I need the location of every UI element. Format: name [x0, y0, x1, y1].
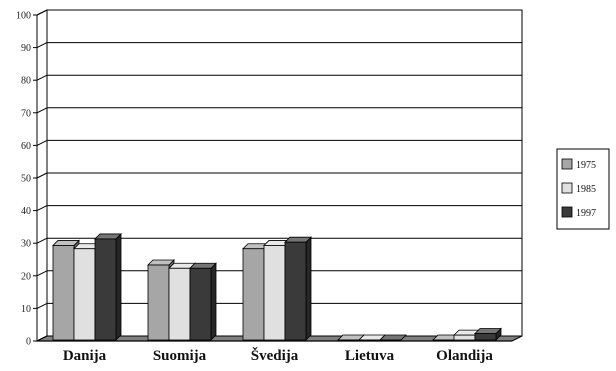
- y-tick-label: 60: [21, 141, 31, 152]
- bar-front: [94, 238, 117, 341]
- bar: [189, 262, 217, 341]
- bar: [94, 232, 122, 341]
- bar-front: [453, 334, 476, 341]
- y-tick-label: 80: [21, 76, 31, 87]
- bar-top: [284, 236, 312, 243]
- legend-item: 1997: [561, 206, 596, 219]
- legend-item: 1985: [561, 182, 596, 195]
- bar-top: [52, 240, 80, 246]
- y-tick-label: 70: [21, 108, 31, 119]
- gridline-side: [36, 172, 48, 179]
- bar-front: [73, 248, 96, 341]
- bar-top: [474, 328, 502, 334]
- bar-front: [432, 339, 455, 341]
- bar-front: [189, 267, 212, 341]
- bar-side: [210, 262, 217, 341]
- legend-swatch: [561, 182, 573, 194]
- legend: 1975 1985 1997: [556, 148, 610, 230]
- gridlines: [36, 9, 522, 342]
- legend-swatch: [561, 158, 573, 170]
- bar-top: [94, 233, 122, 240]
- y-tick-label: 10: [21, 304, 31, 315]
- category-label: Olandija: [436, 348, 493, 364]
- bar-front: [358, 339, 381, 341]
- legend-label: 1997: [576, 208, 596, 219]
- category-label: Danija: [63, 348, 107, 364]
- gridline-side: [36, 9, 48, 16]
- category-label: Lietuva: [345, 348, 395, 364]
- y-tick-label: 0: [26, 337, 31, 348]
- gridline-side: [36, 205, 48, 212]
- gridline-side: [36, 237, 48, 244]
- y-tick-label: 40: [21, 206, 31, 217]
- gridline-side: [36, 42, 48, 49]
- bar-top: [147, 259, 175, 266]
- category-label: Suomija: [153, 348, 207, 364]
- gridline-side: [36, 302, 48, 309]
- bar-front: [379, 339, 402, 341]
- gridline-side: [36, 270, 48, 277]
- y-tick-label: 90: [21, 43, 31, 54]
- y-tick-label: 30: [21, 239, 31, 250]
- y-tick-label: 100: [16, 11, 31, 22]
- bar: [379, 334, 407, 341]
- legend-label: 1985: [576, 184, 596, 195]
- category-label: Švedija: [251, 347, 299, 364]
- gridline-side: [36, 139, 48, 146]
- bar-front: [52, 245, 75, 341]
- category-labels: Danija Suomija Švedija Lietuva Olandija: [63, 347, 494, 364]
- bar-top: [379, 334, 407, 341]
- gridline-side: [36, 74, 48, 81]
- bars: [52, 232, 502, 341]
- bar-front: [263, 245, 286, 341]
- bar-top: [189, 262, 217, 269]
- y-axis: 0 10 20 30 40 50 60 70 80 90 100: [16, 11, 512, 348]
- bar: [474, 327, 502, 341]
- bar-front: [147, 264, 170, 341]
- bar-front: [474, 333, 497, 341]
- bar-side: [115, 232, 122, 341]
- legend-swatch: [561, 206, 573, 218]
- bar-side: [305, 236, 312, 341]
- bar: [284, 236, 312, 341]
- bar-front: [168, 267, 191, 341]
- legend-label: 1975: [576, 160, 596, 171]
- gridline-side: [36, 107, 48, 114]
- y-tick-label: 50: [21, 174, 31, 185]
- y-tick-label: 20: [21, 271, 31, 282]
- legend-item: 1975: [561, 158, 596, 171]
- bar-front: [242, 248, 265, 341]
- bar-front: [284, 241, 307, 341]
- bar-front: [337, 339, 360, 341]
